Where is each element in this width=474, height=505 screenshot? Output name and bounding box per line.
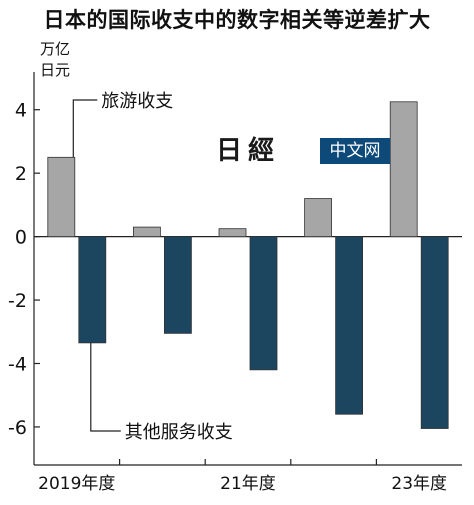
bar-other-services-2023 [420, 236, 449, 429]
bar-other-services-2020 [163, 236, 192, 334]
y-tick-label: -6 [8, 417, 27, 439]
legend-label-other-services: 其他服务收支 [125, 422, 233, 443]
bar-tourism-2021 [218, 228, 247, 238]
bar-tourism-2022 [304, 198, 333, 238]
bar-tourism-2020 [132, 226, 161, 238]
bar-tourism-2019 [47, 156, 76, 238]
y-tick-label: -2 [8, 290, 27, 312]
watermark-label: 中文网 [320, 138, 390, 164]
x-tick-label: 2019年度 [38, 474, 115, 494]
bar-other-services-2019 [78, 236, 107, 344]
y-tick-label: 4 [15, 100, 27, 122]
nikkei-logo-text: 日經 [216, 136, 281, 166]
nikkei-watermark: 日經 中文网 [216, 136, 390, 166]
y-tick-label: 0 [15, 227, 27, 249]
y-axis-unit-line2: 日元 [40, 61, 71, 79]
bar-other-services-2022 [335, 236, 364, 415]
y-tick-label: -4 [8, 353, 27, 375]
bar-other-services-2021 [249, 236, 278, 371]
x-tick-label: 21年度 [220, 474, 276, 494]
tourism-leader-line [72, 99, 98, 158]
chart-title: 日本的国际收支中的数字相关等逆差扩大 [43, 8, 431, 32]
legend-label-tourism: 旅游收支 [101, 91, 173, 112]
y-axis-unit-line1: 万亿 [40, 40, 71, 58]
bar-tourism-2023 [389, 101, 418, 238]
y-tick-label: 2 [15, 163, 27, 185]
x-tick-label: 23年度 [391, 474, 447, 494]
other-services-leader-line [90, 342, 121, 432]
